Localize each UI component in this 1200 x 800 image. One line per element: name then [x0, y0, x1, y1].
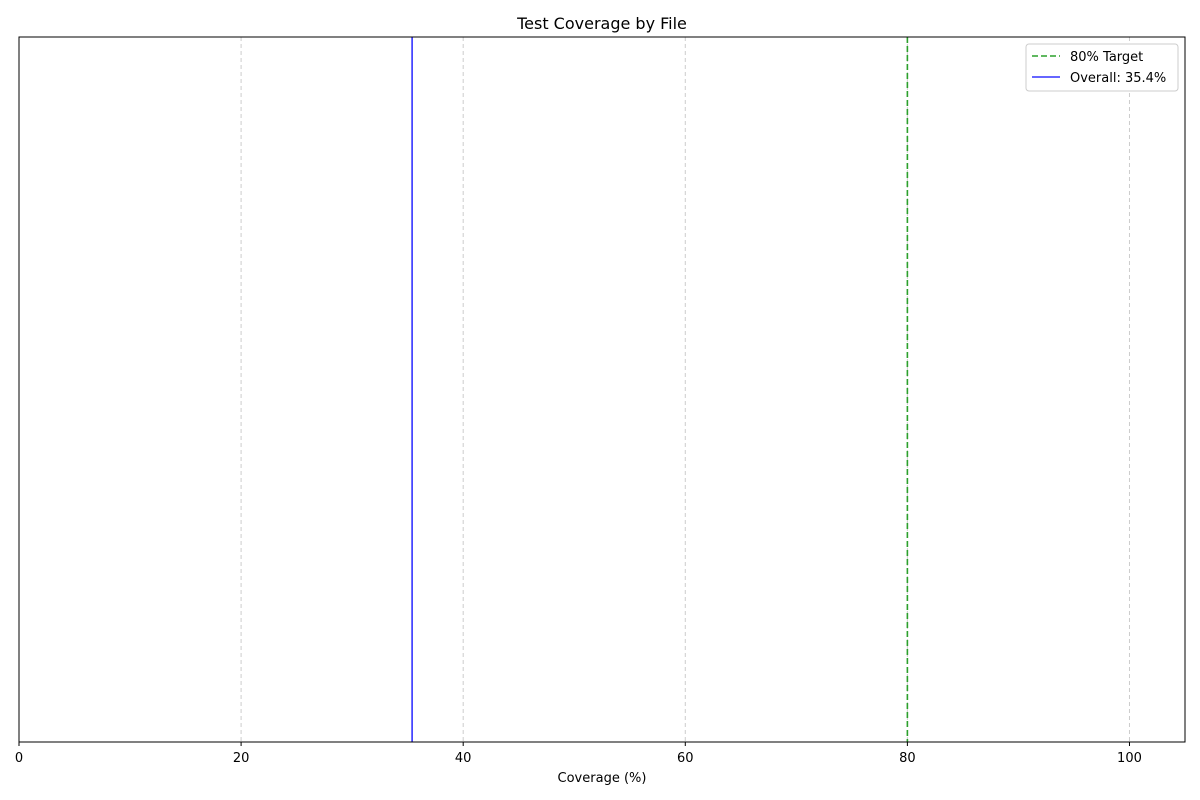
x-tick-label-100: 100 [1117, 751, 1142, 766]
legend-target-label: 80% Target [1070, 50, 1143, 65]
grid-lines [240, 37, 1130, 742]
legend-box [1025, 43, 1179, 92]
x-axis-ticks: 0 20 40 60 80 100 [15, 742, 1142, 766]
chart-title: Test Coverage by File [516, 14, 687, 33]
x-tick-label-60: 60 [677, 751, 694, 766]
x-tick-label-20: 20 [233, 751, 250, 766]
reference-lines [411, 37, 909, 742]
x-axis-label: Coverage (%) [558, 771, 647, 786]
plot-frame [18, 36, 1186, 743]
legend: 80% Target Overall: 35.4% [1025, 43, 1179, 92]
legend-overall-label: Overall: 35.4% [1070, 71, 1166, 86]
x-tick-label-0: 0 [15, 751, 23, 766]
x-tick-label-40: 40 [455, 751, 472, 766]
x-tick-label-80: 80 [899, 751, 916, 766]
